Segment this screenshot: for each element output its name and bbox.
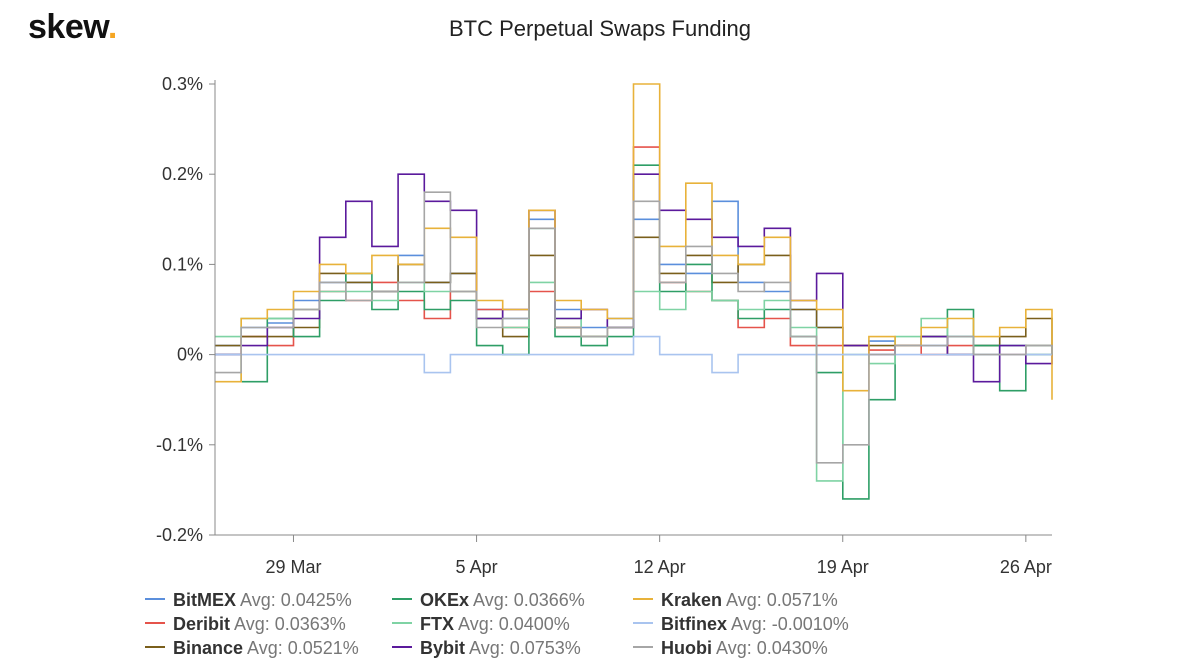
legend-series-name: Kraken bbox=[661, 590, 723, 610]
legend-series-average: Avg: 0.0571% bbox=[722, 590, 838, 610]
series-line-huobi bbox=[215, 191, 1053, 464]
legend-item-ftx[interactable]: FTX Avg: 0.0400% bbox=[392, 614, 570, 635]
legend-series-average: Avg: 0.0425% bbox=[236, 590, 352, 610]
legend-series-name: Binance bbox=[173, 638, 244, 658]
legend-item-binance[interactable]: Binance Avg: 0.0521% bbox=[145, 638, 359, 659]
legend-series-average: Avg: 0.0521% bbox=[243, 638, 359, 658]
legend-series-name: Huobi bbox=[661, 638, 712, 658]
legend-swatch bbox=[145, 622, 165, 625]
legend-item-bybit[interactable]: Bybit Avg: 0.0753% bbox=[392, 638, 581, 659]
chart-title: BTC Perpetual Swaps Funding bbox=[448, 16, 752, 41]
legend-series-name: BitMEX bbox=[173, 590, 236, 610]
legend-series-average: Avg: 0.0400% bbox=[454, 614, 570, 634]
legend-item-deribit[interactable]: Deribit Avg: 0.0363% bbox=[145, 614, 346, 635]
legend-swatch bbox=[392, 622, 412, 625]
legend-swatch bbox=[633, 646, 653, 649]
legend-swatch bbox=[392, 598, 412, 601]
legend-series-name: Bybit bbox=[420, 638, 465, 658]
y-tick-label: -0.1% bbox=[156, 435, 203, 455]
legend-item-bitfinex[interactable]: Bitfinex Avg: -0.0010% bbox=[633, 614, 849, 635]
y-tick-label: 0% bbox=[177, 345, 203, 365]
legend-series-name: Deribit bbox=[173, 614, 231, 634]
legend-series-average: Avg: -0.0010% bbox=[727, 614, 849, 634]
legend-series-name: FTX bbox=[420, 614, 454, 634]
legend-series-average: Avg: 0.0363% bbox=[230, 614, 346, 634]
legend-item-kraken[interactable]: Kraken Avg: 0.0571% bbox=[633, 590, 838, 611]
legend-series-name: Bitfinex bbox=[661, 614, 728, 634]
legend-item-bitmex[interactable]: BitMEX Avg: 0.0425% bbox=[145, 590, 352, 611]
legend-series-average: Avg: 0.0430% bbox=[712, 638, 828, 658]
y-tick-label: 0.2% bbox=[162, 164, 203, 184]
legend-series-name: OKEx bbox=[420, 590, 470, 610]
legend-series-average: Avg: 0.0753% bbox=[465, 638, 581, 658]
skew-logo: skew. bbox=[28, 8, 117, 46]
legend-swatch bbox=[145, 646, 165, 649]
x-tick-label: 19 Apr bbox=[817, 557, 869, 577]
series-layer bbox=[215, 83, 1053, 500]
legend-swatch bbox=[145, 598, 165, 601]
legend-swatch bbox=[633, 598, 653, 601]
legend-swatch bbox=[633, 622, 653, 625]
x-tick-label: 29 Mar bbox=[265, 557, 321, 577]
legend-series-average: Avg: 0.0366% bbox=[469, 590, 585, 610]
legend-item-huobi[interactable]: Huobi Avg: 0.0430% bbox=[633, 638, 828, 659]
series-line-kraken bbox=[215, 83, 1053, 400]
y-tick-label: 0.3% bbox=[162, 74, 203, 94]
y-tick-label: -0.2% bbox=[156, 525, 203, 545]
x-tick-label: 5 Apr bbox=[456, 557, 498, 577]
legend-swatch bbox=[392, 646, 412, 649]
series-line-bitfinex bbox=[215, 335, 1052, 374]
x-tick-label: 26 Apr bbox=[1000, 557, 1052, 577]
axes-layer: 0.3% 0.2% 0.1% 0% -0.1% -0.2% 29 Mar 5 Apr 12 Ap… bbox=[156, 74, 1052, 577]
legend-item-okex[interactable]: OKEx Avg: 0.0366% bbox=[392, 590, 585, 611]
y-tick-label: 0.1% bbox=[162, 254, 203, 274]
x-tick-label: 12 Apr bbox=[634, 557, 686, 577]
